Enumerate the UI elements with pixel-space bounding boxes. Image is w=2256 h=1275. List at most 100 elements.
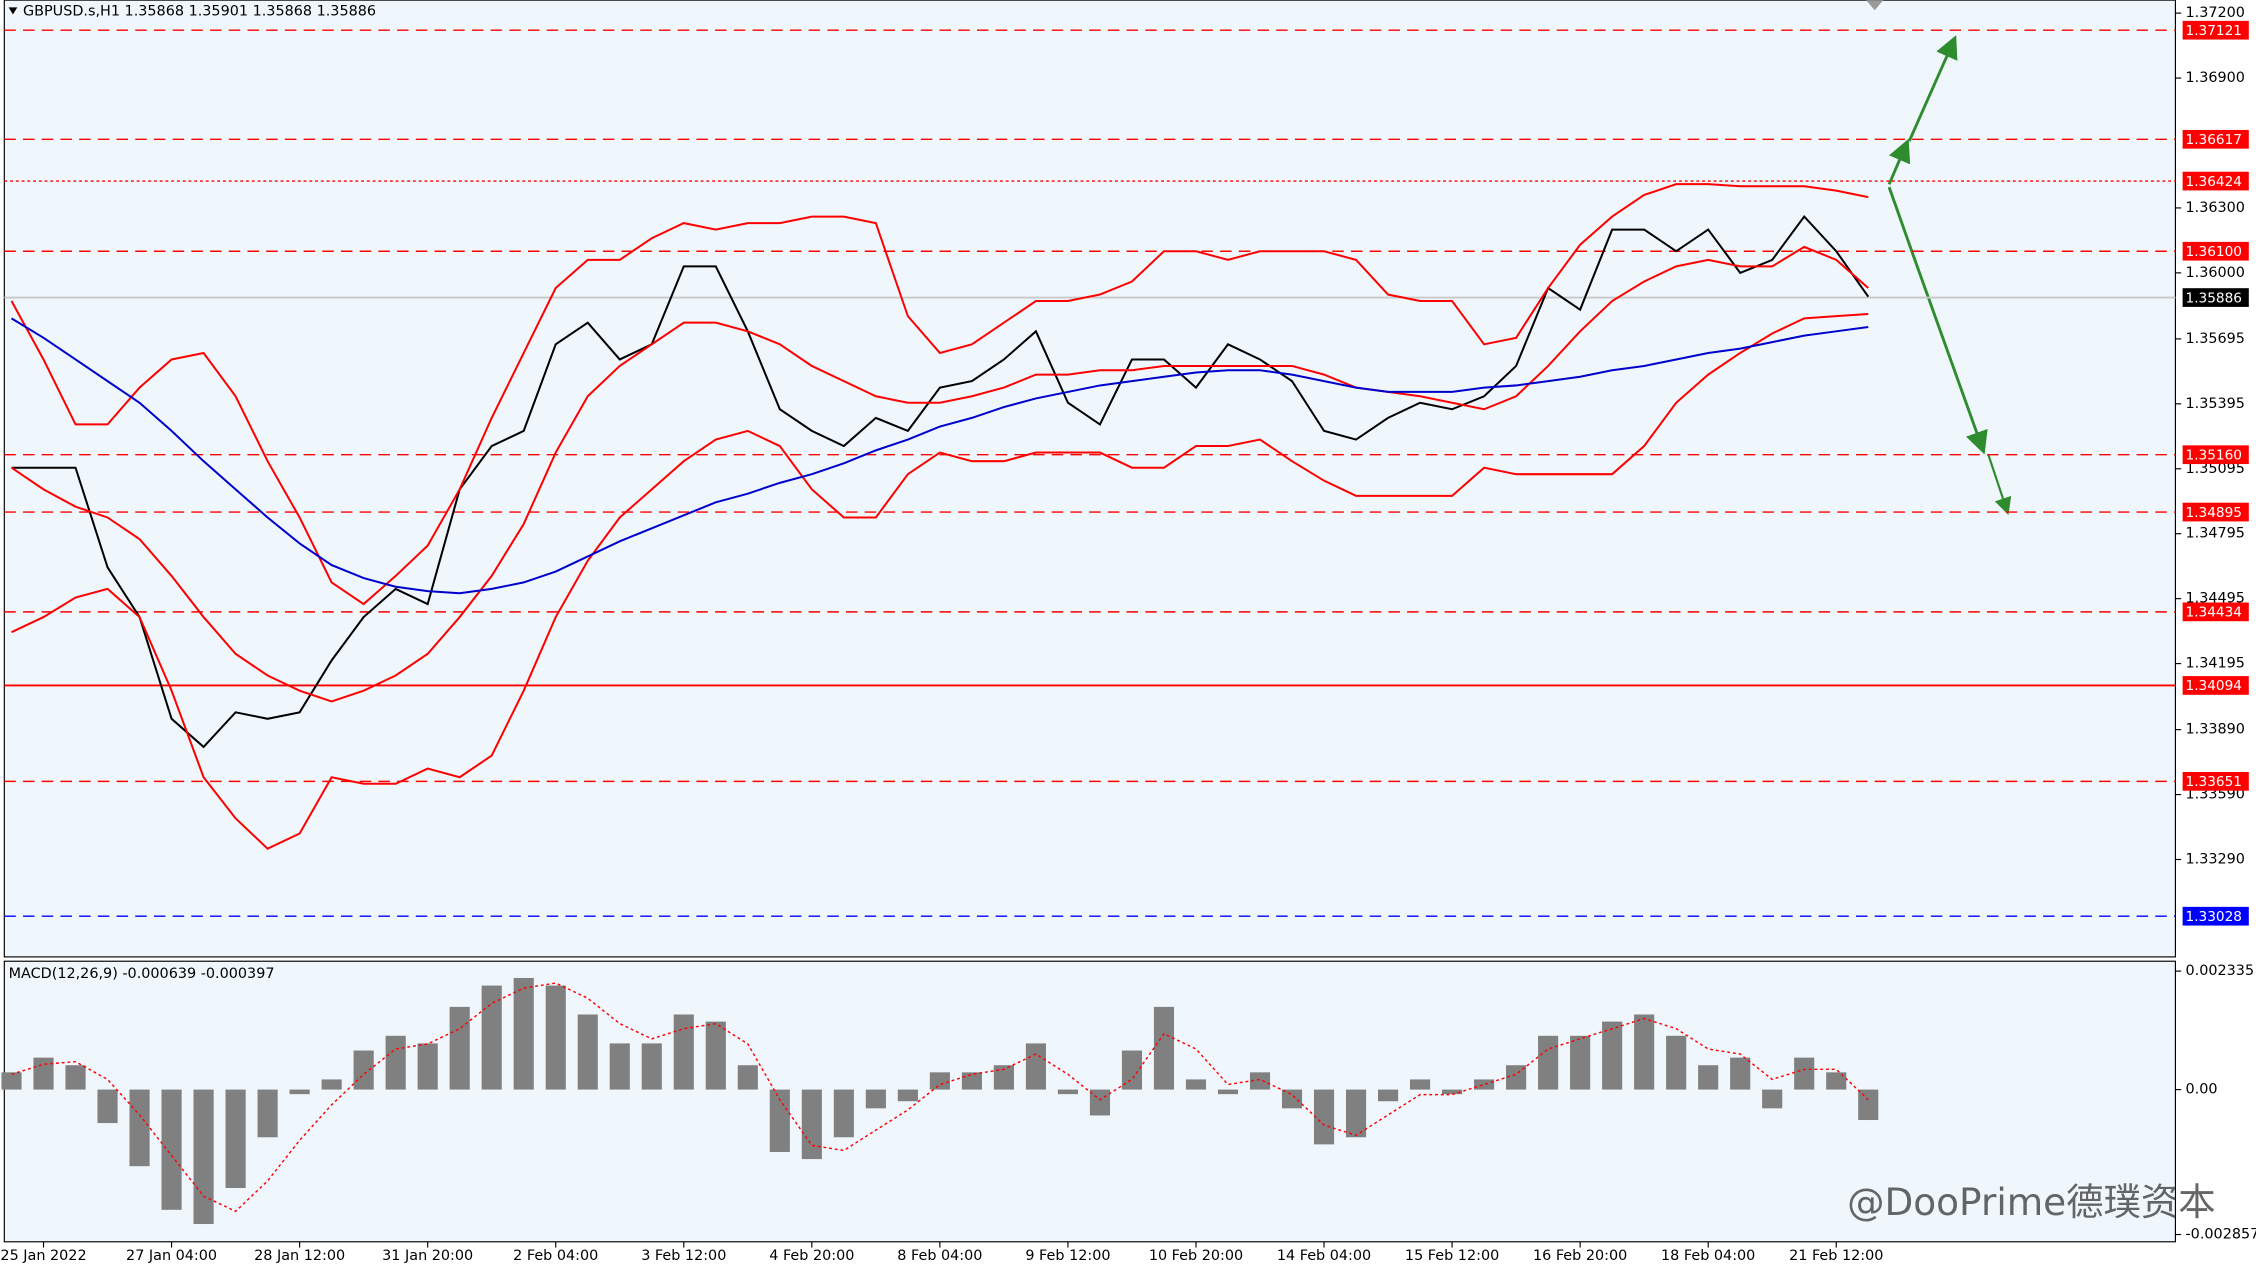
macd-bar — [225, 1089, 246, 1189]
macd-bar — [257, 1089, 278, 1138]
macd-bar — [1474, 1079, 1495, 1090]
macd-title: MACD(12,26,9) -0.000639 -0.000397 — [9, 966, 275, 982]
macd-bar — [1217, 1089, 1239, 1095]
level-label: 1.34434 — [2186, 605, 2242, 621]
macd-bar — [769, 1089, 790, 1152]
macd-bar — [1602, 1021, 1623, 1090]
macd-bar — [1730, 1057, 1751, 1090]
level-box — [2182, 772, 2249, 791]
macd-bar — [1762, 1089, 1783, 1109]
y-tick-label: 1.33290 — [2186, 851, 2245, 867]
level-label: 1.37121 — [2186, 23, 2242, 39]
level-label: 1.35886 — [2186, 290, 2242, 306]
macd-bar — [321, 1079, 342, 1090]
y-tick-label: 1.35695 — [2186, 331, 2245, 347]
macd-bar — [737, 1065, 758, 1090]
macd-bar — [545, 985, 566, 1090]
y-tick-label: -0.002857 — [2186, 1227, 2256, 1243]
macd-bar — [1121, 1050, 1143, 1090]
level-label: 1.35160 — [2186, 447, 2242, 463]
macd-bar — [929, 1072, 950, 1090]
series-line — [11, 215, 1870, 749]
up-arrow-2 — [1907, 35, 1958, 142]
series-line — [11, 982, 1869, 1213]
menu-triangle — [8, 7, 18, 15]
macd-bar — [641, 1043, 662, 1090]
y-tick-label: 1.34195 — [2186, 656, 2245, 672]
y-tick-label: 0.00 — [2186, 1082, 2218, 1098]
macd-bar — [1377, 1089, 1399, 1102]
macd-bar — [673, 1014, 694, 1090]
series-line — [11, 313, 1869, 850]
macd-bar — [1281, 1089, 1303, 1109]
down-arrow-1 — [1887, 186, 1988, 455]
macd-bar — [1826, 1072, 1847, 1090]
x-tick-label: 8 Feb 04:00 — [897, 1248, 982, 1264]
macd-bar — [705, 1021, 726, 1090]
x-tick-label: 3 Feb 12:00 — [641, 1248, 726, 1264]
macd-bar — [993, 1065, 1014, 1090]
macd-bar — [1666, 1035, 1687, 1090]
y-tick-label: 1.37200 — [2186, 5, 2245, 21]
x-tick-label: 4 Feb 20:00 — [769, 1248, 854, 1264]
macd-bar — [865, 1089, 886, 1109]
macd-bar — [1698, 1065, 1719, 1090]
level-box — [2182, 241, 2249, 261]
level-box — [2182, 20, 2249, 40]
x-tick-label: 15 Feb 12:00 — [1405, 1248, 1499, 1264]
x-tick-label: 28 Jan 12:00 — [254, 1248, 345, 1264]
x-tick-label: 10 Feb 20:00 — [1149, 1248, 1243, 1264]
x-tick-label: 14 Feb 04:00 — [1277, 1248, 1371, 1264]
x-tick-label: 9 Feb 12:00 — [1025, 1248, 1110, 1264]
chart-title: GBPUSD.s,H1 1.35868 1.35901 1.35868 1.35… — [23, 4, 376, 20]
macd-bar — [481, 985, 502, 1090]
macd-bar — [961, 1072, 982, 1090]
macd-bar — [385, 1035, 406, 1090]
macd-bar — [609, 1043, 630, 1090]
down-arrow-2 — [1987, 454, 2012, 515]
shift-marker — [1866, 0, 1884, 11]
macd-bar — [193, 1089, 214, 1225]
macd-bar — [33, 1057, 54, 1090]
level-box — [2182, 676, 2249, 695]
y-tick-label: 1.36000 — [2186, 265, 2245, 281]
macd-bar — [161, 1089, 182, 1210]
up-arrow-1 — [1887, 138, 1911, 185]
level-label: 1.34094 — [2186, 678, 2242, 694]
series-line — [10, 245, 1869, 703]
level-box — [2182, 602, 2249, 622]
macd-bar — [1, 1072, 22, 1090]
macd-bar — [1506, 1065, 1527, 1090]
x-tick-label: 18 Feb 04:00 — [1661, 1248, 1755, 1264]
x-tick-label: 25 Jan 2022 — [0, 1248, 86, 1264]
y-tick-label: 1.33890 — [2186, 722, 2245, 738]
level-label: 1.36424 — [2186, 174, 2242, 190]
macd-bar — [1249, 1072, 1271, 1090]
macd-bar — [1858, 1089, 1879, 1121]
series-line — [10, 317, 1869, 595]
macd-bar — [417, 1043, 438, 1090]
macd-bar — [1185, 1079, 1207, 1090]
series-line — [10, 183, 1869, 606]
level-box — [2182, 129, 2249, 149]
macd-bar — [897, 1089, 918, 1102]
macd-bar — [833, 1089, 854, 1138]
macd-bar — [1634, 1014, 1655, 1090]
macd-bar — [513, 977, 534, 1090]
level-label: 1.33028 — [2186, 909, 2242, 925]
x-tick-label: 31 Jan 20:00 — [382, 1248, 473, 1264]
macd-bar — [129, 1089, 150, 1167]
y-tick-label: 0.002335 — [2186, 963, 2255, 979]
level-box — [2182, 171, 2249, 191]
level-box — [2182, 445, 2249, 465]
level-box — [2182, 288, 2249, 307]
macd-bar — [1794, 1057, 1815, 1090]
x-tick-label: 16 Feb 20:00 — [1533, 1248, 1627, 1264]
macd-bar — [289, 1089, 310, 1095]
macd-bar — [97, 1089, 118, 1124]
macd-bar — [1153, 1006, 1175, 1090]
level-box — [2182, 502, 2249, 522]
macd-bar — [1570, 1035, 1591, 1090]
main-pane — [3, 0, 2177, 958]
